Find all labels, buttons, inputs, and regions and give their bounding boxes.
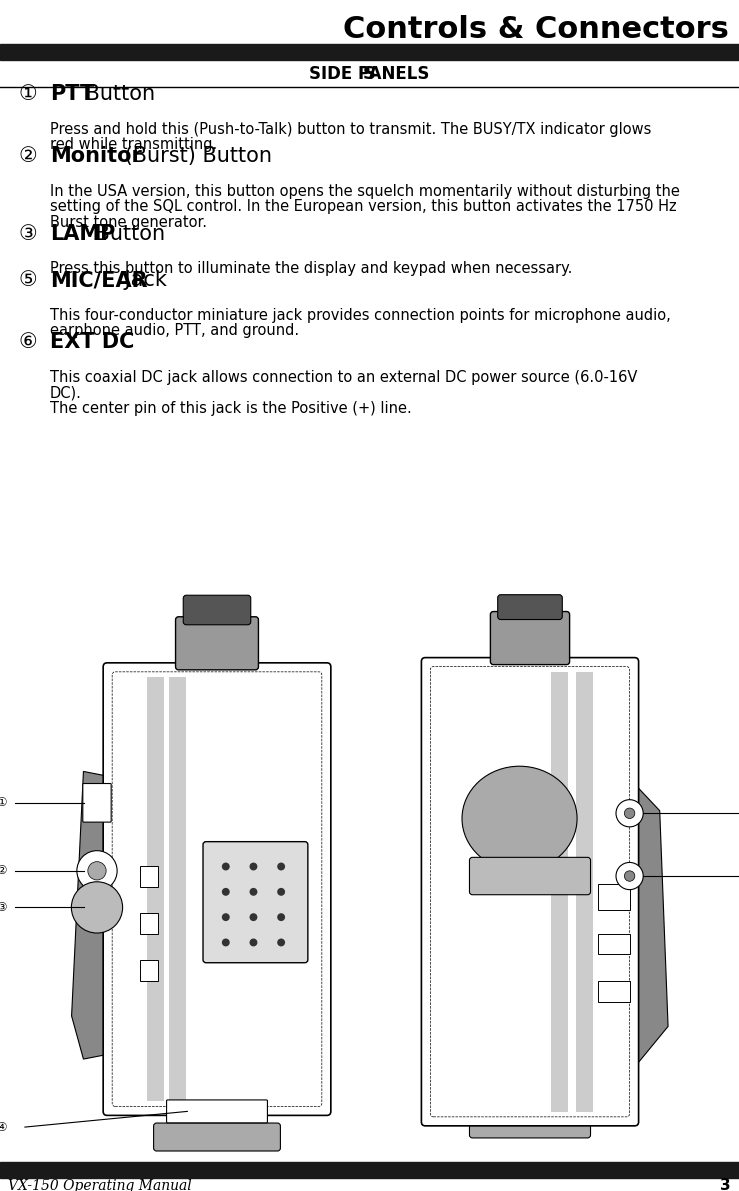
- Text: This coaxial DC jack allows connection to an external DC power source (6.0-16V: This coaxial DC jack allows connection t…: [50, 370, 637, 385]
- Text: ③: ③: [0, 900, 6, 913]
- Circle shape: [616, 862, 643, 890]
- FancyBboxPatch shape: [176, 617, 259, 669]
- Circle shape: [72, 881, 123, 933]
- FancyBboxPatch shape: [598, 884, 630, 910]
- Text: DC).: DC).: [50, 386, 82, 400]
- Text: Burst tone generator.: Burst tone generator.: [50, 216, 207, 230]
- FancyBboxPatch shape: [140, 912, 157, 934]
- Text: ①: ①: [0, 797, 6, 810]
- FancyBboxPatch shape: [183, 596, 251, 625]
- Text: ①: ①: [18, 85, 37, 104]
- Circle shape: [222, 939, 230, 947]
- FancyBboxPatch shape: [491, 611, 570, 665]
- Text: In the USA version, this button opens the squelch momentarily without disturbing: In the USA version, this button opens th…: [50, 183, 680, 199]
- Text: 3: 3: [721, 1179, 731, 1191]
- Text: Jack: Jack: [118, 270, 167, 289]
- Text: The center pin of this jack is the Positive (+) line.: The center pin of this jack is the Posit…: [50, 401, 412, 416]
- Text: ②: ②: [0, 865, 6, 878]
- Text: Controls & Connectors: Controls & Connectors: [343, 15, 729, 44]
- Text: ②: ②: [18, 146, 37, 166]
- FancyBboxPatch shape: [140, 960, 157, 980]
- FancyBboxPatch shape: [154, 1123, 280, 1151]
- Text: red while transmitting.: red while transmitting.: [50, 137, 217, 152]
- FancyBboxPatch shape: [469, 1118, 590, 1137]
- Text: ⑥: ⑥: [18, 332, 37, 353]
- FancyBboxPatch shape: [598, 934, 630, 954]
- FancyBboxPatch shape: [598, 980, 630, 1002]
- Bar: [551, 672, 568, 1112]
- FancyBboxPatch shape: [203, 842, 308, 962]
- Circle shape: [624, 807, 635, 818]
- FancyBboxPatch shape: [166, 1100, 268, 1123]
- Text: (Burst) Button: (Burst) Button: [118, 146, 272, 166]
- Text: Monitor: Monitor: [50, 146, 142, 166]
- Circle shape: [277, 887, 285, 896]
- Circle shape: [222, 862, 230, 871]
- Bar: [576, 672, 593, 1112]
- Circle shape: [77, 850, 117, 891]
- Circle shape: [222, 887, 230, 896]
- Text: ④: ④: [0, 1121, 6, 1134]
- Circle shape: [616, 799, 643, 827]
- FancyBboxPatch shape: [497, 594, 562, 619]
- FancyBboxPatch shape: [103, 663, 331, 1116]
- Bar: [0, 1162, 739, 1178]
- Circle shape: [250, 862, 257, 871]
- Text: earphone audio, PTT, and ground.: earphone audio, PTT, and ground.: [50, 324, 299, 338]
- Polygon shape: [72, 772, 109, 1059]
- Circle shape: [250, 939, 257, 947]
- Circle shape: [250, 913, 257, 921]
- Text: ⑤: ⑤: [18, 270, 37, 289]
- Bar: [147, 676, 164, 1102]
- Text: setting of the SQL control. In the European version, this button activates the 1: setting of the SQL control. In the Europ…: [50, 200, 677, 214]
- Circle shape: [277, 913, 285, 921]
- Bar: [0, 44, 739, 60]
- Text: LAMP: LAMP: [50, 224, 115, 243]
- Text: Press and hold this (Push-to-Talk) button to transmit. The BUSY/TX indicator glo: Press and hold this (Push-to-Talk) butto…: [50, 121, 651, 137]
- Text: This four-conductor miniature jack provides connection points for microphone aud: This four-conductor miniature jack provi…: [50, 308, 671, 323]
- Text: Press this button to illuminate the display and keypad when necessary.: Press this button to illuminate the disp…: [50, 262, 573, 276]
- Circle shape: [624, 871, 635, 881]
- Circle shape: [250, 887, 257, 896]
- Polygon shape: [633, 782, 668, 1070]
- FancyBboxPatch shape: [469, 858, 590, 894]
- FancyBboxPatch shape: [140, 866, 157, 886]
- Circle shape: [277, 939, 285, 947]
- Text: Button: Button: [89, 224, 165, 243]
- Text: ③: ③: [18, 224, 37, 243]
- Text: SIDE PANELS: SIDE PANELS: [310, 66, 429, 83]
- Circle shape: [88, 861, 106, 880]
- Text: VX-150 Operating Manual: VX-150 Operating Manual: [8, 1179, 191, 1191]
- Text: MIC/EAR: MIC/EAR: [50, 270, 148, 289]
- FancyBboxPatch shape: [83, 784, 111, 822]
- Text: PTT: PTT: [50, 85, 95, 104]
- Text: S: S: [363, 66, 376, 83]
- Bar: [168, 676, 186, 1102]
- FancyBboxPatch shape: [421, 657, 638, 1125]
- Circle shape: [277, 862, 285, 871]
- Text: Button: Button: [79, 85, 155, 104]
- Text: EXT DC: EXT DC: [50, 332, 134, 353]
- Ellipse shape: [462, 766, 577, 871]
- Circle shape: [222, 913, 230, 921]
